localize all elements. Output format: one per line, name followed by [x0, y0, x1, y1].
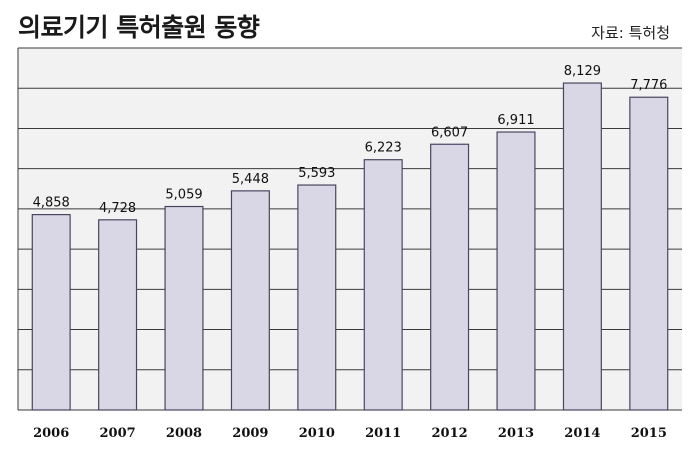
- x-tick-label-2014: 2014: [564, 426, 600, 441]
- data-label-2012: 6,607: [431, 125, 468, 140]
- bar-2008: [164, 205, 204, 411]
- data-label-2009: 5,448: [232, 172, 269, 187]
- data-label-2015: 7,776: [630, 78, 667, 93]
- x-tick-label-2008: 2008: [166, 426, 202, 441]
- data-label-2010: 5,593: [298, 166, 335, 181]
- data-label-2011: 6,223: [365, 141, 402, 156]
- bar-2013: [496, 131, 536, 411]
- data-label-2014: 8,129: [564, 64, 601, 79]
- bar-2015: [629, 96, 669, 411]
- x-tick-label-2007: 2007: [100, 426, 136, 441]
- source-note: 자료: 특허청: [591, 24, 670, 42]
- bar-2011: [363, 159, 403, 411]
- data-label-2007: 4,728: [99, 201, 136, 216]
- x-tick-label-2013: 2013: [498, 426, 534, 441]
- x-tick-label-2012: 2012: [432, 426, 468, 441]
- x-tick-label-2006: 2006: [33, 426, 69, 441]
- data-label-2013: 6,911: [497, 113, 534, 128]
- x-tick-label-2009: 2009: [232, 426, 268, 441]
- x-tick-label-2011: 2011: [365, 426, 401, 441]
- bar-2009: [230, 190, 270, 411]
- bar-2014: [562, 82, 602, 411]
- bar-2012: [430, 143, 470, 411]
- chart-title: 의료기기 특허출원 동향: [18, 13, 260, 42]
- data-label-2006: 4,858: [33, 196, 70, 211]
- bar-2006: [31, 214, 71, 411]
- bar-2010: [297, 184, 337, 411]
- x-tick-label-2015: 2015: [631, 426, 667, 441]
- x-tick-label-2010: 2010: [299, 426, 335, 441]
- data-label-2008: 5,059: [165, 188, 202, 203]
- bar-2007: [98, 219, 138, 411]
